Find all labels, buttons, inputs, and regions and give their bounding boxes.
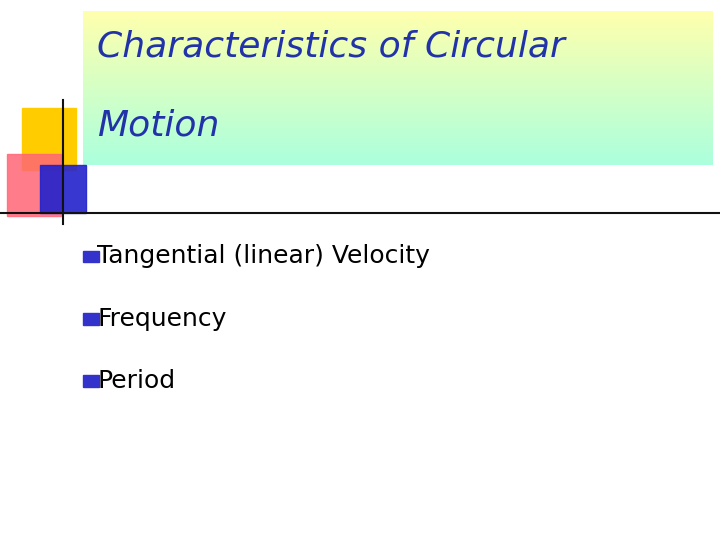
Text: Tangential (linear) Velocity: Tangential (linear) Velocity [97, 245, 430, 268]
Text: Motion: Motion [97, 108, 220, 142]
Bar [83, 251, 99, 262]
Bar [22, 108, 76, 170]
Text: Characteristics of Circular: Characteristics of Circular [97, 30, 565, 64]
Bar [7, 154, 61, 216]
Bar [40, 165, 86, 213]
Bar [83, 313, 99, 325]
Bar [83, 375, 99, 387]
Text: Period: Period [97, 369, 176, 393]
Text: Frequency: Frequency [97, 307, 227, 330]
